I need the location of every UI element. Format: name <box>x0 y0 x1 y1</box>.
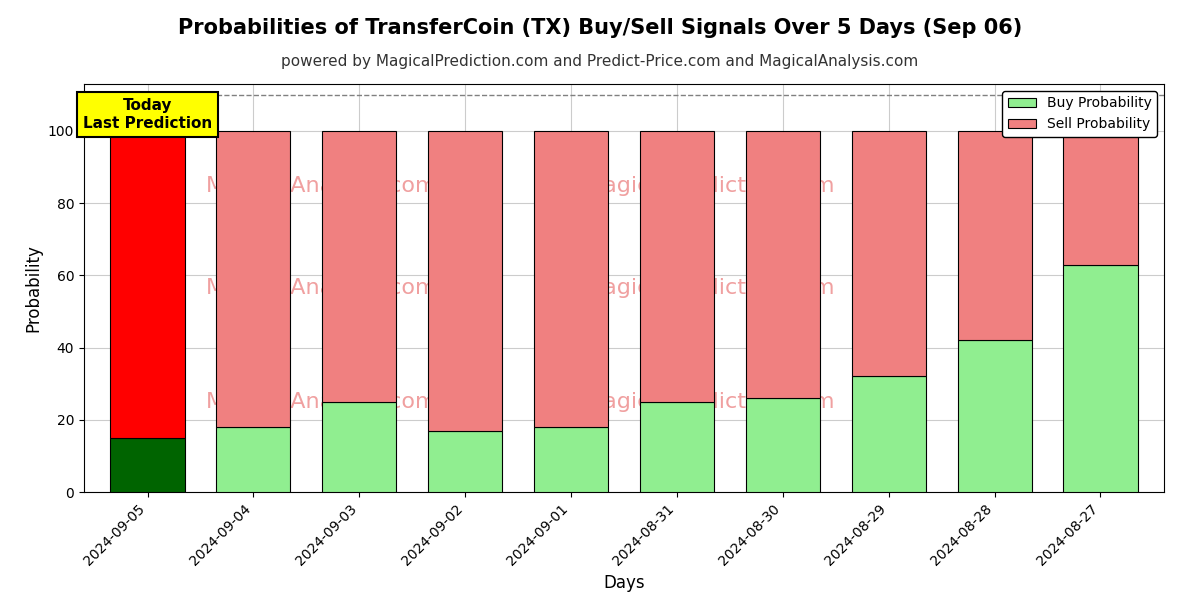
Text: MagicalPrediction.com: MagicalPrediction.com <box>586 176 835 196</box>
Bar <box>640 402 714 492</box>
Text: Probabilities of TransferCoin (TX) Buy/Sell Signals Over 5 Days (Sep 06): Probabilities of TransferCoin (TX) Buy/S… <box>178 18 1022 38</box>
Legend: Buy Probability, Sell Probability: Buy Probability, Sell Probability <box>1002 91 1157 137</box>
Text: MagicalAnalysis.com: MagicalAnalysis.com <box>205 278 438 298</box>
Bar <box>428 431 503 492</box>
Bar <box>958 340 1032 492</box>
Bar <box>428 131 503 431</box>
X-axis label: Days: Days <box>604 574 644 592</box>
Bar <box>110 131 185 438</box>
Bar <box>745 398 820 492</box>
Bar <box>534 427 608 492</box>
Bar <box>640 131 714 402</box>
Bar <box>216 427 290 492</box>
Bar <box>534 131 608 427</box>
Text: MagicalAnalysis.com: MagicalAnalysis.com <box>205 392 438 412</box>
Bar <box>110 438 185 492</box>
Bar <box>958 131 1032 340</box>
Bar <box>1063 265 1138 492</box>
Bar <box>216 131 290 427</box>
Bar <box>323 402 396 492</box>
Text: MagicalPrediction.com: MagicalPrediction.com <box>586 278 835 298</box>
Text: Today
Last Prediction: Today Last Prediction <box>83 98 212 131</box>
Bar <box>1063 131 1138 265</box>
Bar <box>852 131 925 376</box>
Text: MagicalAnalysis.com: MagicalAnalysis.com <box>205 176 438 196</box>
Bar <box>745 131 820 398</box>
Text: MagicalPrediction.com: MagicalPrediction.com <box>586 392 835 412</box>
Bar <box>852 376 925 492</box>
Y-axis label: Probability: Probability <box>24 244 42 332</box>
Text: powered by MagicalPrediction.com and Predict-Price.com and MagicalAnalysis.com: powered by MagicalPrediction.com and Pre… <box>281 54 919 69</box>
Bar <box>323 131 396 402</box>
